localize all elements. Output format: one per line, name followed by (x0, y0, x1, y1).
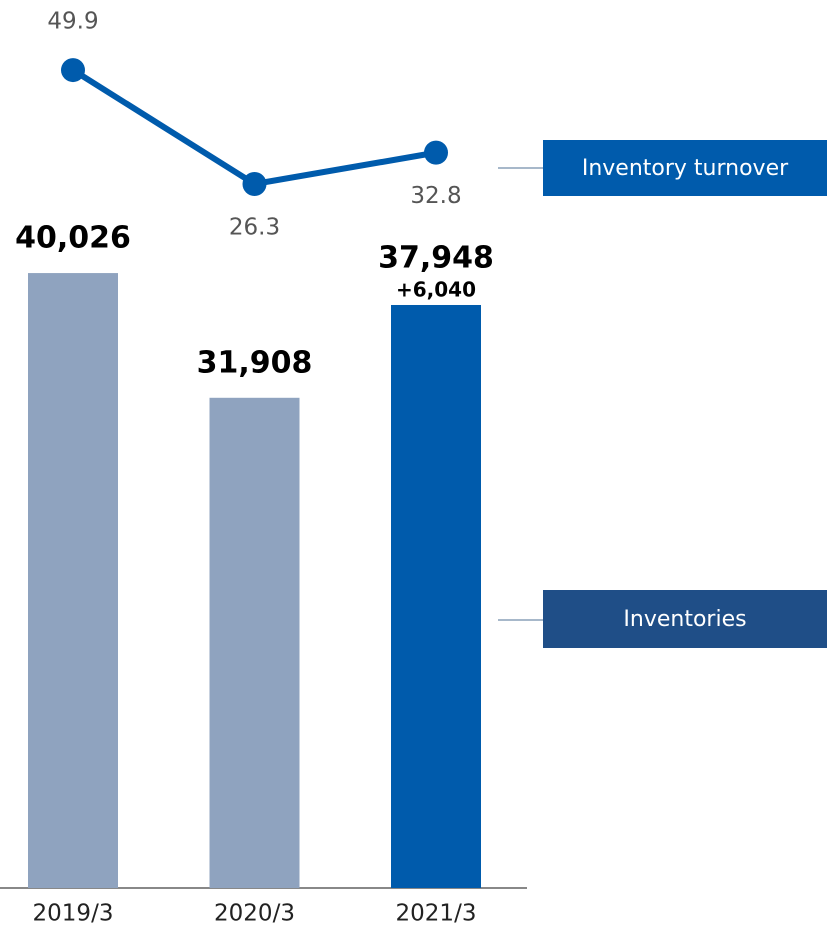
line-value-label: 49.9 (47, 9, 98, 35)
bar-value-label: 37,948 (378, 240, 494, 275)
bar-value-label: 31,908 (197, 345, 313, 380)
x-tick-label: 2019/3 (33, 901, 114, 927)
annotation: +6,040 (396, 277, 476, 301)
bar (209, 397, 300, 888)
line (71, 67, 437, 188)
bar (391, 304, 481, 888)
bar (28, 273, 118, 888)
line-point (424, 140, 448, 165)
line-value-label: 26.3 (229, 215, 280, 241)
x-tick-label: 2021/3 (396, 901, 477, 927)
legend-label: Inventories (623, 607, 746, 632)
line-point (61, 58, 85, 83)
line-value-label: 32.8 (410, 183, 461, 209)
line-point (242, 172, 267, 197)
legend-box (543, 590, 827, 648)
x-tick-label: 2020/3 (214, 901, 295, 927)
legend-label: Inventory turnover (582, 156, 789, 181)
bar-value-label: 40,026 (15, 221, 131, 256)
legend-box (543, 140, 827, 196)
